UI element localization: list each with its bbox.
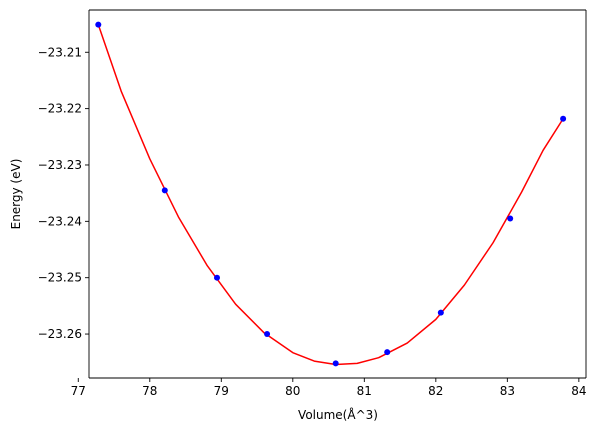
- y-tick-label: −23.26: [38, 327, 82, 341]
- x-tick-label: 83: [500, 384, 515, 398]
- x-tick-label: 84: [571, 384, 586, 398]
- y-tick-label: −23.25: [38, 271, 82, 285]
- data-point-6: [384, 349, 391, 356]
- data-point-1: [95, 21, 102, 28]
- data-point-4: [264, 331, 271, 338]
- y-tick-label: −23.22: [38, 102, 82, 116]
- x-tick-label: 77: [71, 384, 86, 398]
- data-point-3: [214, 274, 220, 281]
- x-tick-label: 78: [142, 384, 157, 398]
- x-tick-label: 80: [285, 384, 300, 398]
- x-tick-label: 82: [428, 384, 443, 398]
- plot-area: [89, 10, 586, 378]
- data-point-7: [437, 309, 444, 316]
- y-tick-label: −23.23: [38, 158, 82, 172]
- y-tick-label: −23.24: [38, 214, 82, 228]
- x-tick-label: 79: [214, 384, 229, 398]
- x-tick-label: 81: [357, 384, 372, 398]
- data-point-9: [560, 115, 567, 122]
- x-axis-label: Volume(Å^3): [298, 407, 378, 422]
- data-point-8: [507, 215, 514, 222]
- data-point-2: [161, 187, 168, 194]
- data-point-5: [332, 360, 339, 367]
- y-tick-label: −23.21: [38, 45, 82, 59]
- y-axis-label: Energy (eV): [9, 159, 23, 230]
